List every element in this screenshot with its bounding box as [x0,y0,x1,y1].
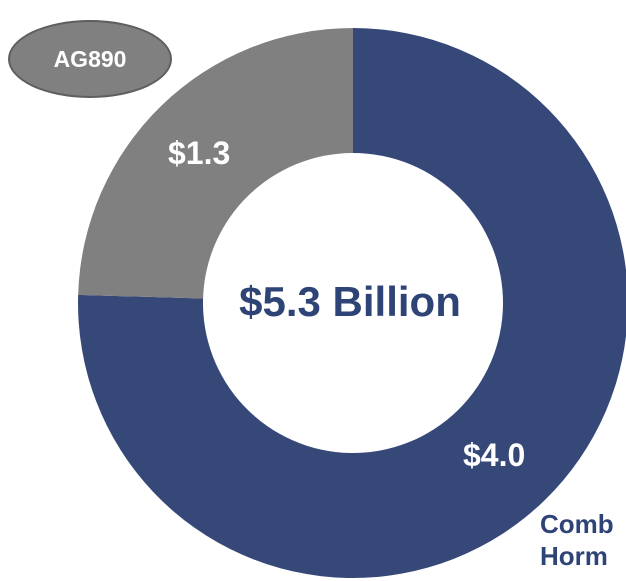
slice-label-ag890: $1.3 [168,135,231,171]
slice-label-combination-hormonal: $4.0 [463,437,526,473]
center-total-label: $5.3 Billion [239,278,461,325]
legend-label-line-2: Horm [540,541,608,571]
donut-slice-0 [78,28,626,578]
donut-slice-1 [78,28,353,299]
ag890-badge-label: AG890 [53,45,127,72]
combination-hormonal-legend-label: Comb Horm [540,508,626,572]
legend-label-line-1: Comb [540,509,614,539]
ag890-badge: AG890 [8,20,172,98]
